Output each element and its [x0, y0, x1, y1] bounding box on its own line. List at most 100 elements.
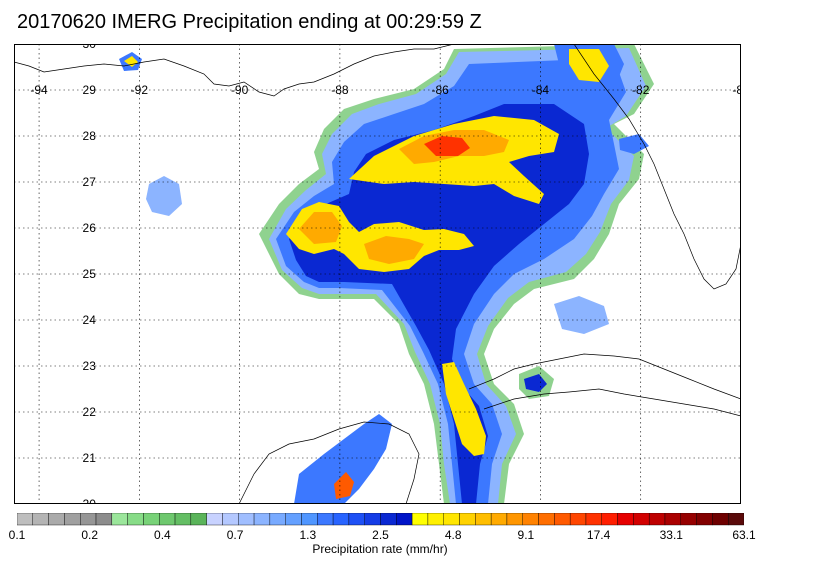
colorbar-tick-label: 2.5 — [372, 528, 389, 542]
colorbar-swatch — [380, 513, 397, 526]
lat-label: 25 — [83, 267, 97, 281]
lat-label: 24 — [83, 313, 97, 327]
colorbar-swatch — [475, 513, 492, 526]
colorbar-swatch — [48, 513, 65, 526]
lat-label: 26 — [83, 221, 97, 235]
rain-yellow-south — [442, 362, 486, 456]
us-gulf-coast — [14, 44, 455, 97]
colorbar-tick-label: 17.4 — [586, 528, 611, 542]
map-frame — [14, 44, 741, 504]
colorbar-tick-label: 0.2 — [81, 528, 99, 542]
grid-lines — [14, 44, 741, 504]
colorbar-tick-label: 0.4 — [154, 528, 171, 542]
colorbar-swatch — [680, 513, 697, 526]
colorbar-swatch — [364, 513, 381, 526]
lon-label: -82 — [632, 83, 650, 97]
rain-cell-east-core — [524, 374, 547, 392]
colorbar-swatch — [506, 513, 523, 526]
page-title: 20170620 IMERG Precipitation ending at 0… — [17, 11, 482, 33]
colorbar-swatch — [443, 513, 460, 526]
colorbar-tick-label: 33.1 — [659, 528, 683, 542]
colorbar-swatch — [80, 513, 97, 526]
colorbar-swatch — [143, 513, 160, 526]
lat-label: 30 — [83, 44, 97, 51]
colorbar-swatch — [712, 513, 729, 526]
colorbar-tick-label: 0.1 — [8, 528, 26, 542]
lat-label: 22 — [83, 405, 97, 419]
rain-cell-west — [146, 176, 182, 216]
colorbar-swatch — [301, 513, 318, 526]
colorbar-swatch — [585, 513, 602, 526]
lat-label: 28 — [83, 129, 97, 143]
colorbar — [17, 513, 744, 526]
lat-label: 27 — [83, 175, 97, 189]
lat-label: 21 — [83, 451, 97, 465]
colorbar-swatch — [174, 513, 192, 526]
rain-deep-blue — [289, 104, 589, 504]
colorbar-tick-label: 1.3 — [299, 528, 317, 542]
colorbar-swatch — [222, 513, 239, 526]
colorbar-swatch — [569, 513, 587, 526]
colorbar-swatch — [411, 513, 429, 526]
colorbar-tick-label: 9.1 — [517, 528, 535, 542]
colorbar-swatch — [633, 513, 650, 526]
lon-label: -88 — [331, 83, 349, 97]
colorbar-swatch — [648, 513, 666, 526]
colorbar-swatch — [538, 513, 555, 526]
rain-cell-florida-east — [619, 134, 649, 154]
colorbar-swatch — [554, 513, 571, 526]
colorbar-swatch — [317, 513, 334, 526]
rain-orange-lower — [364, 236, 424, 264]
yucatan-coast — [238, 421, 420, 504]
colorbar-swatch — [285, 513, 302, 526]
colorbar-tick-label: 63.1 — [732, 528, 756, 542]
rain-ne-yellow — [569, 49, 609, 82]
colorbar-swatch — [332, 513, 350, 526]
florida-coast — [573, 44, 741, 290]
colorbar-swatch — [269, 513, 286, 526]
lat-labels: 30 29 28 27 26 25 24 23 22 21 20 — [83, 44, 97, 504]
colorbar-swatch — [396, 513, 413, 526]
lon-label: -90 — [231, 83, 249, 97]
colorbar-swatch — [111, 513, 128, 526]
colorbar-swatch — [348, 513, 365, 526]
colorbar-tick-label: 0.7 — [226, 528, 244, 542]
lat-label: 29 — [83, 83, 97, 97]
colorbar-swatch — [32, 513, 49, 526]
colorbar-swatch — [727, 513, 744, 526]
rain-red-core — [424, 136, 470, 156]
colorbar-swatch — [253, 513, 271, 526]
colorbar-swatch — [127, 513, 144, 526]
lon-label: -86 — [432, 83, 450, 97]
colorbar-swatch — [617, 513, 634, 526]
colorbar-swatch — [64, 513, 81, 526]
colorbar-swatch — [238, 513, 255, 526]
colorbar-swatch — [95, 513, 113, 526]
colorbar-swatch — [159, 513, 176, 526]
colorbar-swatch — [206, 513, 223, 526]
lat-label: 23 — [83, 359, 97, 373]
colorbar-swatch — [696, 513, 713, 526]
colorbar-tick-label: 4.8 — [444, 528, 462, 542]
colorbar-swatch — [427, 513, 444, 526]
rain-cell-yucatan — [294, 414, 392, 504]
lon-label: -80 — [732, 83, 741, 97]
cuba-south-coast — [483, 388, 741, 417]
rain-cell-yucatan-core — [334, 472, 354, 499]
lon-labels: -94 -92 -90 -88 -86 -84 -82 -80 — [30, 83, 741, 97]
colorbar-swatch — [17, 513, 34, 526]
colorbar-swatch — [459, 513, 476, 526]
lon-label: -94 — [30, 83, 48, 97]
cuba-coast — [468, 353, 741, 400]
colorbar-swatch — [490, 513, 508, 526]
colorbar-swatch — [522, 513, 539, 526]
precipitation-map: -94 -92 -90 -88 -86 -84 -82 -80 30 29 28 27 26 25 24 2… — [14, 44, 741, 504]
coastlines — [14, 44, 741, 504]
colorbar-swatch — [190, 513, 207, 526]
lat-label: 20 — [83, 497, 97, 504]
rain-cell-central — [554, 296, 609, 334]
colorbar-swatch — [664, 513, 681, 526]
colorbar-title: Precipitation rate (mm/hr) — [312, 542, 448, 556]
colorbar-swatch — [601, 513, 618, 526]
lon-label: -84 — [532, 83, 550, 97]
